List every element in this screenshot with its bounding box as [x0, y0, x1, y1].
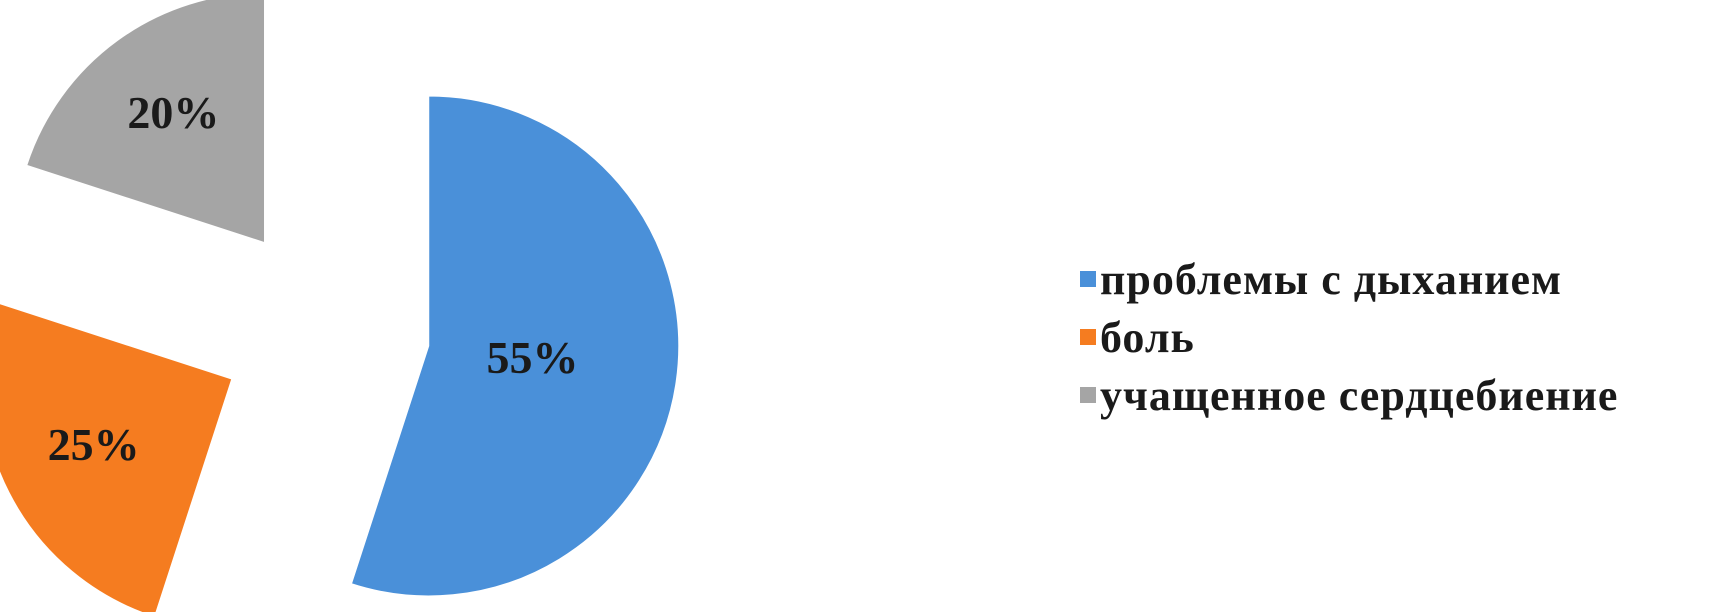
legend-item-1: проблемы с дыханием	[1080, 252, 1618, 306]
legend-swatch-3	[1080, 387, 1096, 403]
legend: проблемы с дыханием боль учащенное сердцеб…	[1080, 252, 1618, 422]
legend-label-2: боль	[1100, 312, 1195, 362]
legend-item-2: боль	[1080, 310, 1618, 364]
labels-layer: 55% 25% 20%	[48, 87, 579, 470]
legend-label-1: проблемы с дыханием	[1100, 254, 1563, 304]
data-label-2: 25%	[48, 419, 140, 470]
legend-swatch-1	[1080, 271, 1096, 287]
pie-slice-2	[0, 303, 233, 612]
data-label-3: 20%	[127, 87, 219, 138]
slices-layer	[0, 0, 680, 612]
legend-item-3: учащенное сердцебиение	[1080, 368, 1618, 422]
legend-label-3: учащенное сердцебиение	[1100, 370, 1619, 420]
pie-slice-1	[350, 95, 680, 597]
pie-slice-3	[26, 0, 266, 244]
data-label-1: 55%	[486, 332, 578, 383]
legend-swatch-2	[1080, 329, 1096, 345]
